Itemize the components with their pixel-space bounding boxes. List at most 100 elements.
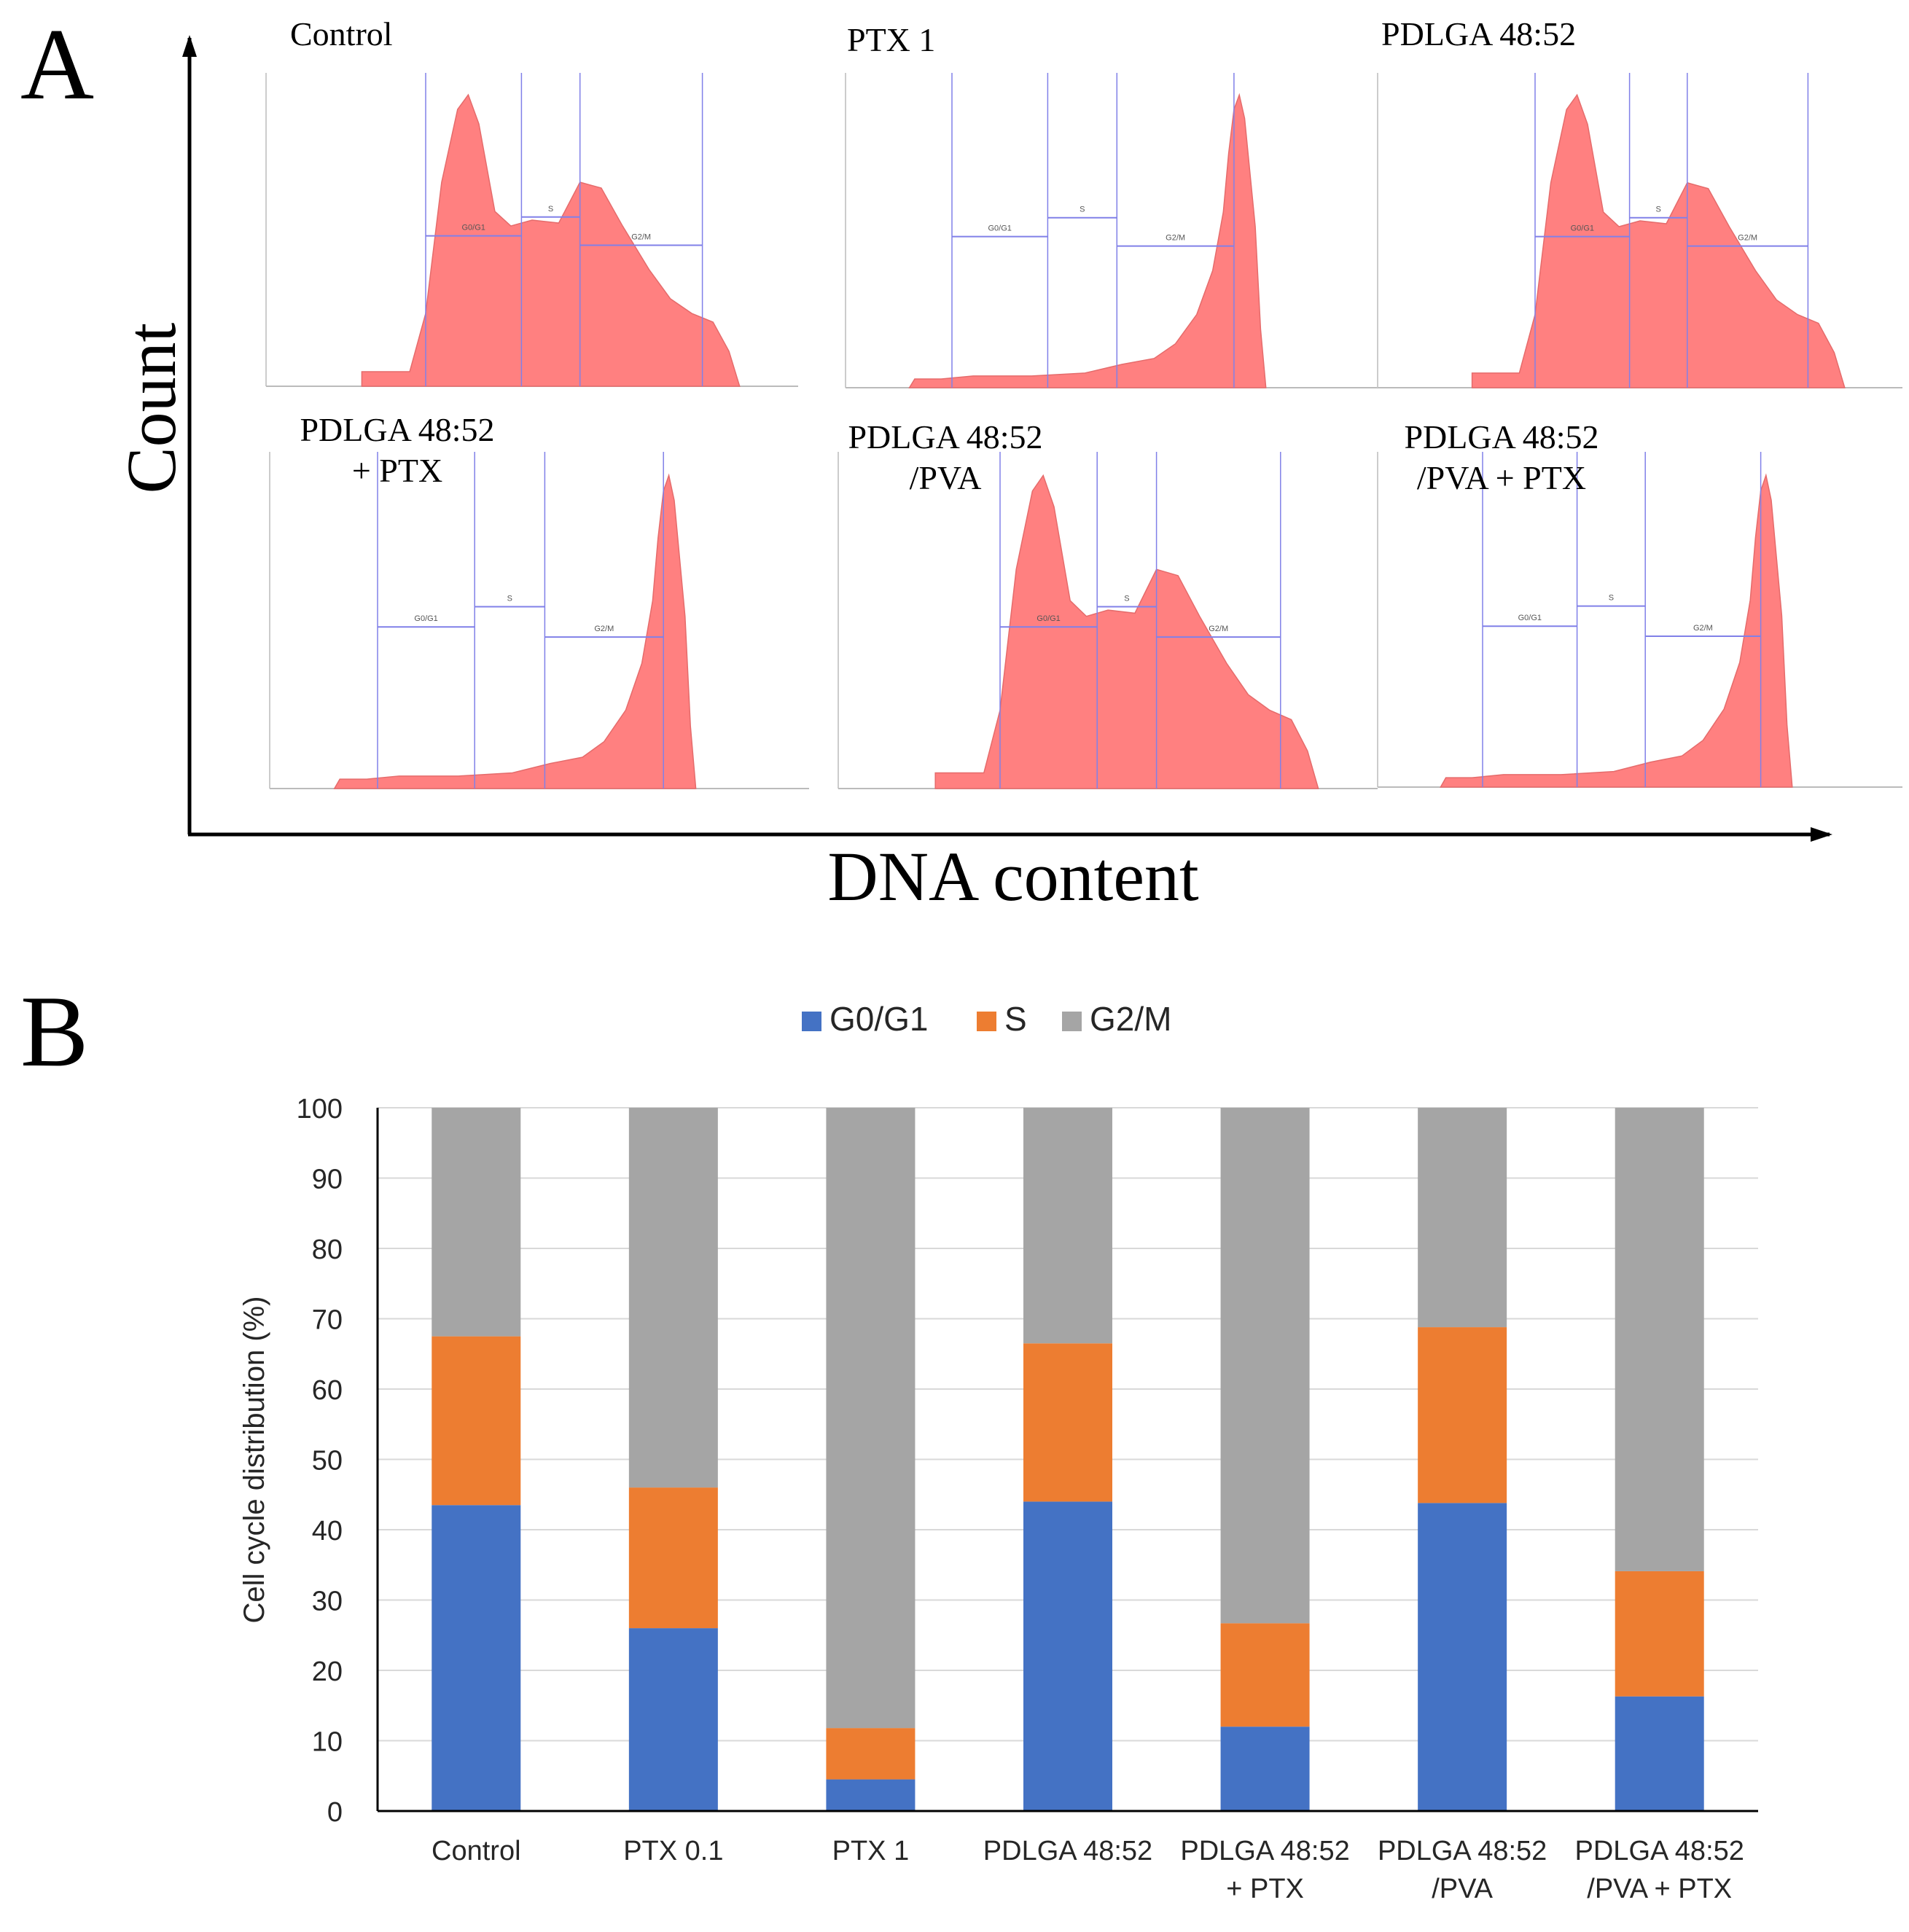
histogram-area (361, 93, 741, 387)
legend-item: G2/M (1062, 1000, 1171, 1038)
histogram-title: /PVA + PTX (1417, 459, 1586, 496)
gate-label: S (1080, 206, 1085, 214)
legend: G0/G1 S G2/M (802, 1000, 1171, 1038)
gate-label: G0/G1 (1571, 224, 1594, 233)
gate-label: S (1124, 595, 1129, 603)
gate-label: G2/M (1693, 624, 1713, 633)
y-tick-label: 10 (312, 1727, 343, 1758)
bar-segment-g2-m (1615, 1108, 1704, 1571)
y-tick-label: 80 (312, 1235, 343, 1265)
y-tick-label: 30 (312, 1587, 343, 1617)
bar-segment-s (826, 1728, 916, 1780)
histogram-area (934, 474, 1319, 789)
bar-segment-g2-m (628, 1108, 718, 1488)
bar-segment-g2-m (826, 1108, 916, 1729)
x-tick-label: PDLGA 48:52 (1575, 1836, 1744, 1866)
histogram-title: /PVA (910, 459, 982, 496)
x-tick-label: PTX 0.1 (623, 1836, 723, 1866)
legend-label: S (1004, 1000, 1027, 1038)
histogram-panel: G0/G1 S G2/M PTX 1 (845, 21, 1378, 388)
gate-label: S (507, 595, 512, 603)
histogram-panel: G0/G1 S G2/M Control (265, 15, 798, 387)
x-tick-label: PDLGA 48:52 (1180, 1836, 1349, 1866)
legend-item: G0/G1 (802, 1000, 929, 1038)
x-tick-label: + PTX (1226, 1874, 1304, 1904)
bar-segment-g0-g1 (1220, 1726, 1310, 1811)
gate-label: G0/G1 (1037, 614, 1060, 623)
y-tick-labels: 0 10 20 30 40 50 60 70 80 90 100 (297, 1094, 343, 1828)
y-tick-label: 0 (327, 1797, 343, 1828)
y-tick-label: 90 (312, 1165, 343, 1195)
histogram-title: PDLGA 48:52 (300, 411, 494, 448)
legend-swatch (802, 1012, 821, 1031)
gate-label: G2/M (631, 233, 651, 242)
histogram-title: PDLGA 48:52 (848, 418, 1042, 455)
histogram-area (1471, 93, 1846, 388)
bar-segment-s (1418, 1327, 1507, 1503)
legend-item: S (977, 1000, 1027, 1038)
histogram-grid: G0/G1 S G2/M Control G0/G1 S G2/M PTX 1 G0/G1 S G2… (265, 15, 1902, 789)
bar-segment-s (1220, 1623, 1310, 1727)
y-tick-label: 60 (312, 1375, 343, 1406)
gate-label: G2/M (1166, 234, 1185, 243)
bar-segment-g0-g1 (1023, 1501, 1112, 1811)
bars (432, 1108, 1704, 1811)
bar-segment-s (628, 1487, 718, 1629)
x-tick-label: PTX 1 (832, 1836, 910, 1866)
bar-segment-g2-m (1418, 1108, 1507, 1328)
bar-segment-s (432, 1336, 521, 1506)
histogram-title: + PTX (352, 452, 442, 489)
legend-label: G2/M (1090, 1000, 1171, 1038)
legend-label: G0/G1 (829, 1000, 929, 1038)
histogram-panel: G0/G1 S G2/M PDLGA 48:52/PVA + PTX (1377, 418, 1902, 788)
gate-label: G0/G1 (1518, 614, 1542, 622)
histogram-area (1440, 473, 1793, 788)
bar-segment-g2-m (432, 1108, 521, 1337)
x-tick-label: PDLGA 48:52 (1378, 1836, 1547, 1866)
histogram-panel: G0/G1 S G2/M PDLGA 48:52/PVA (838, 418, 1378, 789)
bar-segment-g0-g1 (1615, 1696, 1704, 1811)
panel-a-letter: A (20, 8, 94, 121)
bar-segment-g0-g1 (826, 1779, 916, 1811)
y-tick-label: 70 (312, 1305, 343, 1336)
bar-segment-g0-g1 (1418, 1503, 1507, 1811)
y-tick-label: 20 (312, 1657, 343, 1687)
histogram-title: PDLGA 48:52 (1404, 418, 1598, 455)
panel-a-x-axis-label: DNA content (827, 837, 1199, 915)
gate-label: S (1656, 206, 1661, 214)
stacked-bar-chart: 0 10 20 30 40 50 60 70 80 90 100 Control PTX 0.1 PTX… (238, 1094, 1758, 1904)
y-tick-label: 50 (312, 1446, 343, 1477)
x-tick-label: PDLGA 48:52 (983, 1836, 1152, 1866)
chart-y-axis-label: Cell cycle distribution (%) (238, 1296, 270, 1623)
gate-label: G2/M (1209, 625, 1228, 633)
panel-a: A Count DNA content G0/G1SG2/MControlG0/… (20, 8, 1902, 915)
gate-label: S (1609, 594, 1614, 603)
gate-label: G0/G1 (414, 614, 437, 623)
x-tick-label: /PVA (1432, 1874, 1493, 1904)
x-tick-label: /PVA + PTX (1587, 1874, 1732, 1904)
y-tick-label: 40 (312, 1516, 343, 1546)
histogram-panel: G0/G1 S G2/M PDLGA 48:52 + PTX (269, 411, 809, 789)
panel-a-y-axis-label: Count (112, 322, 190, 493)
gate-label: S (548, 205, 553, 214)
histogram-title: PTX 1 (847, 21, 935, 58)
panel-b: B G0/G1 S G2/M 0 10 20 30 40 50 60 70 80 90 100 Cont… (20, 975, 1758, 1904)
bar-segment-g2-m (1220, 1108, 1310, 1624)
bar-segment-g0-g1 (432, 1505, 521, 1811)
panel-b-letter: B (20, 975, 88, 1088)
x-tick-label: Control (432, 1836, 521, 1866)
histogram-title: PDLGA 48:52 (1381, 15, 1576, 52)
bar-segment-g2-m (1023, 1108, 1112, 1344)
bar-segment-s (1615, 1571, 1704, 1697)
histogram-area (908, 93, 1267, 388)
y-tick-label: 100 (297, 1094, 343, 1125)
x-tick-labels: Control PTX 0.1 PTX 1 PDLGA 48:52 PDLGA 48:5… (432, 1836, 1744, 1904)
gate-label: G2/M (594, 625, 614, 633)
legend-swatch (977, 1012, 996, 1031)
bar-segment-s (1023, 1343, 1112, 1502)
gate-label: G2/M (1738, 234, 1757, 243)
legend-swatch (1062, 1012, 1082, 1031)
gate-label: G0/G1 (988, 224, 1011, 233)
histogram-area (333, 473, 697, 789)
gate-label: G0/G1 (461, 224, 485, 232)
